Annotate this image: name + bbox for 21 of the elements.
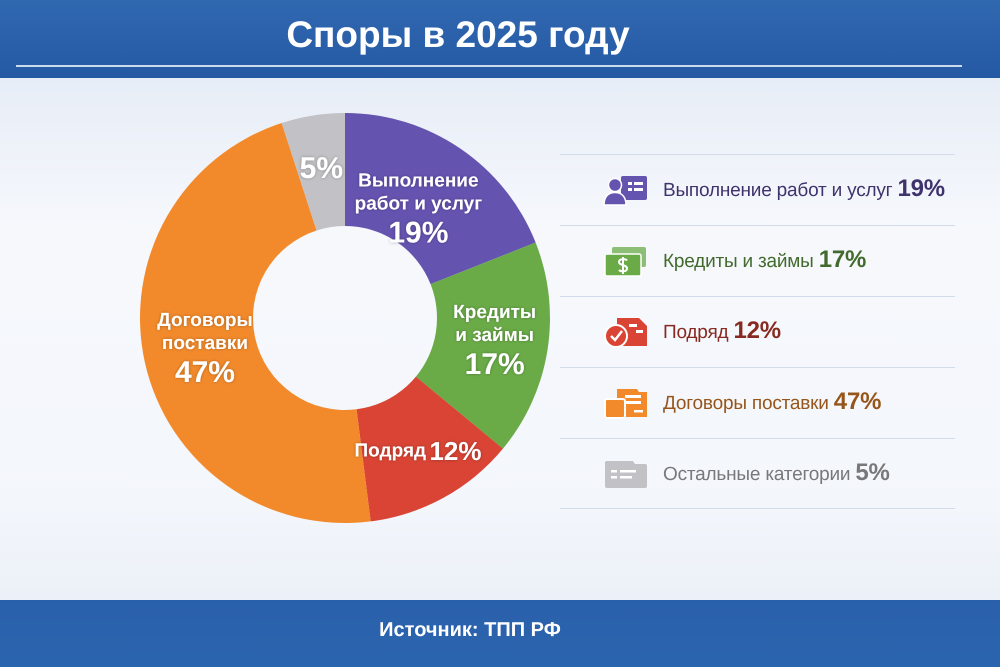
chart-title: Споры в 2025 году	[286, 14, 630, 56]
slice-label: Выполнение работ и услуг	[354, 170, 482, 215]
legend-label: Остальные категории	[663, 464, 850, 484]
legend-label: Договоры поставки	[663, 393, 829, 414]
legend-label: Кредиты и займы	[663, 251, 814, 272]
legend-label: Подряд	[663, 322, 728, 343]
text: 19%	[898, 175, 945, 202]
data-label: 17%	[464, 348, 525, 382]
data-label: 5%	[300, 152, 343, 185]
data-label: 47%	[174, 356, 235, 389]
legend-label: Выполнение работ и услуг	[663, 180, 892, 201]
slice-label: Кредиты и займы	[453, 302, 536, 346]
text: 12%	[734, 317, 781, 344]
text: 47%	[834, 388, 882, 415]
text: Источник: ТПП РФ	[379, 618, 561, 643]
text: 5%	[855, 458, 890, 486]
slice-label: Договоры поставки	[157, 310, 253, 354]
data-label: 12%	[429, 436, 482, 466]
slice-label: Подряд	[354, 440, 426, 462]
data-label: 19%	[388, 216, 448, 250]
text: 17%	[818, 246, 866, 273]
